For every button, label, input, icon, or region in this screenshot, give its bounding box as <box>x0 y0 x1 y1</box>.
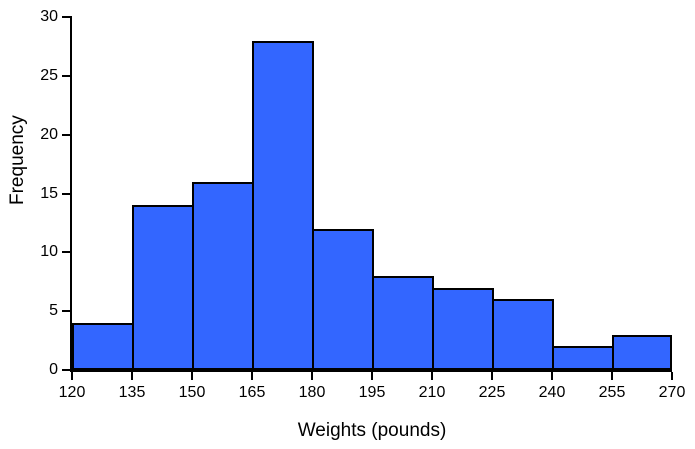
histogram-bar <box>72 322 134 370</box>
x-tick-label: 240 <box>538 384 566 401</box>
x-axis-title: Weights (pounds) <box>297 420 447 441</box>
x-tick-mark <box>491 372 493 380</box>
histogram-bar <box>552 346 614 370</box>
y-tick-mark <box>62 251 70 254</box>
y-tick-label: 25 <box>40 66 58 84</box>
y-tick-label: 5 <box>49 302 58 320</box>
y-tick-label: 10 <box>40 243 58 261</box>
x-tick-label: 210 <box>418 384 446 401</box>
x-tick-mark <box>611 372 613 380</box>
x-tick-label: 255 <box>598 384 626 401</box>
histogram-bar <box>492 299 554 370</box>
histogram-bar <box>192 181 254 370</box>
y-tick-mark <box>62 192 70 195</box>
x-tick-label: 135 <box>118 384 146 401</box>
x-tick-label: 165 <box>238 384 266 401</box>
x-tick-mark <box>311 372 313 380</box>
y-tick-mark <box>62 369 70 371</box>
x-tick-label: 180 <box>298 384 326 401</box>
y-tick-label: 30 <box>40 8 58 25</box>
y-tick-mark <box>62 74 70 77</box>
y-tick-label: 20 <box>40 125 58 143</box>
x-tick-mark <box>131 372 133 380</box>
x-tick-label: 225 <box>478 384 506 401</box>
x-tick-mark <box>371 372 373 380</box>
histogram-bar <box>252 40 314 370</box>
y-tick-label: 0 <box>49 361 58 378</box>
x-tick-mark <box>191 372 193 380</box>
x-axis-line <box>70 370 672 372</box>
x-tick-label: 270 <box>658 384 686 401</box>
x-tick-label: 195 <box>358 384 386 401</box>
histogram-bar <box>312 228 374 370</box>
x-tick-mark <box>71 372 73 380</box>
x-tick-mark <box>251 372 253 380</box>
x-tick-label: 150 <box>178 384 206 401</box>
y-tick-mark <box>62 310 70 313</box>
x-tick-label: 120 <box>58 384 86 401</box>
y-axis-line <box>70 16 72 372</box>
histogram-bar <box>432 287 494 370</box>
histogram-bar <box>372 275 434 370</box>
y-tick-label: 15 <box>40 184 58 202</box>
histogram-bar <box>132 205 194 370</box>
x-tick-mark <box>431 372 433 380</box>
y-tick-mark <box>62 16 70 18</box>
x-tick-mark <box>671 372 673 380</box>
x-tick-mark <box>551 372 553 380</box>
histogram-bar <box>612 334 672 370</box>
y-tick-mark <box>62 133 70 136</box>
